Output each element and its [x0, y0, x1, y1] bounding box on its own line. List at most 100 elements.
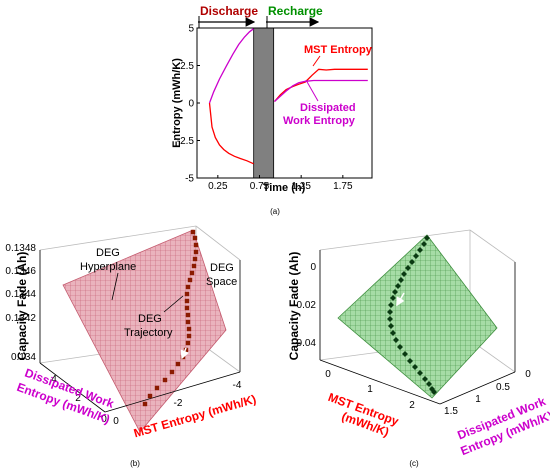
rest-band [253, 27, 275, 179]
trajectory-marker [398, 277, 404, 283]
panel-b-3d-scatter: DEG Hyperplane DEG Space DEG Trajectory … [5, 225, 258, 468]
trajectory-marker [407, 358, 413, 364]
y-tick-label: 0 [188, 99, 194, 110]
x-tick-label: 0.75 [250, 181, 270, 192]
z-axis-label: Capacity Fade (Ah) [287, 252, 301, 361]
trajectory-marker [185, 284, 191, 290]
y-axis-label: Entropy (mWh/K) [171, 58, 183, 148]
trajectory-marker [424, 235, 430, 241]
box-front-edges [39, 250, 241, 413]
trajectory-marker [186, 333, 192, 339]
mst-entropy-pointer [312, 55, 321, 67]
z-axis-label: Capacity Fade (Ah) [15, 252, 29, 361]
svg-text:0.1346: 0.1346 [5, 266, 36, 277]
trajectory-marker [162, 377, 168, 383]
y-tick-labels: 0 2 4 [51, 374, 107, 425]
trajectory-marker [185, 319, 191, 325]
trajectory-direction-arrow [180, 347, 189, 360]
trajectory-marker [390, 330, 396, 336]
panel-a-caption: (a) [270, 207, 280, 216]
trajectory-marker [417, 370, 423, 376]
svg-text:1: 1 [475, 394, 481, 405]
x-axis-label: Time (h) [263, 182, 306, 194]
trajectory-marker [426, 381, 432, 387]
box-front-edges [319, 250, 516, 405]
svg-text:0.1344: 0.1344 [5, 289, 36, 300]
trajectory-pointer [163, 295, 184, 313]
trajectory-marker [388, 323, 394, 329]
deg-hyperplane [337, 234, 498, 399]
series-lines [208, 28, 368, 165]
trajectory-marker [189, 270, 195, 276]
y-tick-label: 5 [188, 24, 194, 35]
trajectory-marker [388, 302, 394, 308]
x-tick-labels: 0 -2 -4 [113, 380, 242, 427]
trajectory-marker [184, 305, 190, 311]
z-tick-labels: 0 -0.02 -0.04 [293, 262, 316, 349]
svg-text:0.5: 0.5 [496, 382, 510, 393]
panel-c-caption: (c) [409, 459, 419, 468]
trajectory-marker [412, 364, 418, 370]
svg-text:2: 2 [75, 393, 81, 404]
svg-text:0.1342: 0.1342 [5, 313, 36, 324]
svg-text:0: 0 [325, 369, 331, 380]
recharge-label: Recharge [268, 4, 323, 18]
svg-text:0.1348: 0.1348 [5, 243, 36, 254]
trajectory-marker [190, 229, 196, 235]
y-tick-labels: 1.5 1 0.5 0 [444, 369, 531, 417]
trajectory-marker [421, 241, 427, 247]
trajectory-marker [175, 361, 181, 367]
trajectory-marker [409, 259, 415, 265]
y-axis-label: Dissipated Work Entropy (mWh/K) [15, 366, 116, 427]
dissipated-work-label-line2: Work Entropy [283, 115, 356, 127]
trajectory-marker [413, 253, 419, 259]
panel-a-line-chart: 0.25 0.75 1.25 1.75 -5 -2.5 0 2.5 5 Discharge Re… [171, 4, 373, 216]
trajectory-marker [185, 340, 191, 346]
svg-text:0: 0 [310, 262, 316, 273]
trajectory-marker [387, 309, 393, 315]
annotation-deg-trajectory-line1: DEG [138, 313, 162, 325]
trajectory-marker [184, 298, 190, 304]
trajectory-marker [142, 401, 148, 407]
x-axis-label: MST Entropy (mWh/K) [326, 390, 401, 439]
mst-entropy-label: MST Entropy [304, 44, 373, 56]
dissipated-work-entropy-discharge-line [208, 28, 255, 104]
svg-text:4: 4 [51, 374, 57, 385]
trajectory-marker [192, 235, 198, 241]
x-tick-label: 0.25 [208, 181, 228, 192]
trajectory-marker [169, 369, 175, 375]
trajectory-direction-arrow [396, 292, 405, 307]
annotation-deg-space-line2: Space [206, 276, 237, 288]
svg-text:0: 0 [525, 369, 531, 380]
trajectory-marker [405, 265, 411, 271]
discharge-label: Discharge [200, 4, 258, 18]
trajectory-marker [390, 295, 396, 301]
trajectory-marker [402, 351, 408, 357]
mst-entropy-discharge-line [208, 102, 254, 165]
dissipated-work-pointer [305, 79, 319, 102]
y-tick-label: -5 [185, 174, 194, 185]
dissipated-work-entropy-recharge-line [274, 79, 368, 102]
deg-trajectory [387, 235, 437, 395]
annotation-deg-space-line1: DEG [210, 262, 234, 274]
trajectory-marker [422, 376, 428, 382]
trajectory-marker [387, 316, 393, 322]
annotation-deg-hyperplane-line1: DEG [96, 247, 120, 259]
z-tick-labels: 0.1348 0.1346 0.1344 0.1342 0.134 [5, 243, 36, 363]
trajectory-marker [393, 337, 399, 343]
deg-hyperplane [62, 229, 227, 433]
svg-text:-2: -2 [174, 398, 183, 409]
trajectory-marker [192, 256, 198, 262]
y-axis-label: Dissipated Work Entropy (mWh/K) [455, 394, 550, 458]
panel-c-3d-scatter: 0 -0.02 -0.04 0 1 2 1.5 1 0.5 0 Capacity… [287, 229, 550, 468]
trajectory-marker [397, 344, 403, 350]
annotation-deg-hyperplane-line2: Hyperplane [80, 261, 136, 273]
svg-text:0: 0 [101, 414, 107, 425]
y-tick-label: 2.5 [180, 61, 194, 72]
svg-text:-0.02: -0.02 [293, 300, 316, 311]
trajectory-marker [193, 242, 199, 248]
panel-b-caption: (b) [130, 459, 140, 468]
x-tick-label: 1.25 [291, 181, 311, 192]
svg-text:-4: -4 [233, 380, 242, 391]
y-tick-label: -2.5 [177, 136, 195, 147]
